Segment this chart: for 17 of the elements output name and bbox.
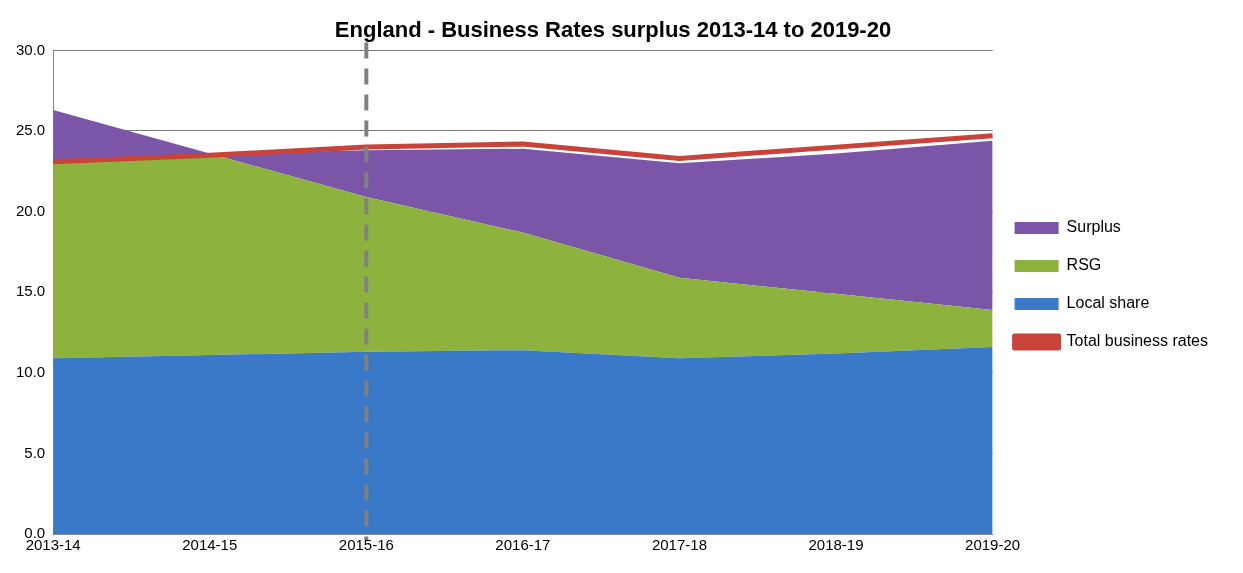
x-tick-label: 2017-18	[651, 536, 707, 554]
x-tick-label: 2014-15	[182, 536, 238, 554]
legend-label: Local share	[1066, 294, 1150, 312]
legend-label: Surplus	[1066, 218, 1121, 236]
chart-title: England - Business Rates surplus 2013-14 to 2019-20	[334, 17, 892, 43]
y-tick-label: 15.0	[15, 282, 46, 300]
x-tick-label: 2016-17	[495, 536, 551, 554]
y-tick-label: 30.0	[15, 40, 46, 58]
legend-label: Total business rates	[1066, 332, 1208, 350]
y-tick-label: 25.0	[15, 121, 46, 139]
y-tick-label: 5.0	[24, 443, 46, 461]
legend-label: RSG	[1066, 256, 1102, 274]
y-tick-label: 20.0	[15, 201, 46, 219]
y-tick-label: 10.0	[15, 362, 46, 380]
x-tick-label: 2018-19	[808, 536, 864, 554]
x-tick-label: 2015-16	[338, 536, 394, 554]
x-tick-label: 2019-20	[965, 536, 1021, 554]
